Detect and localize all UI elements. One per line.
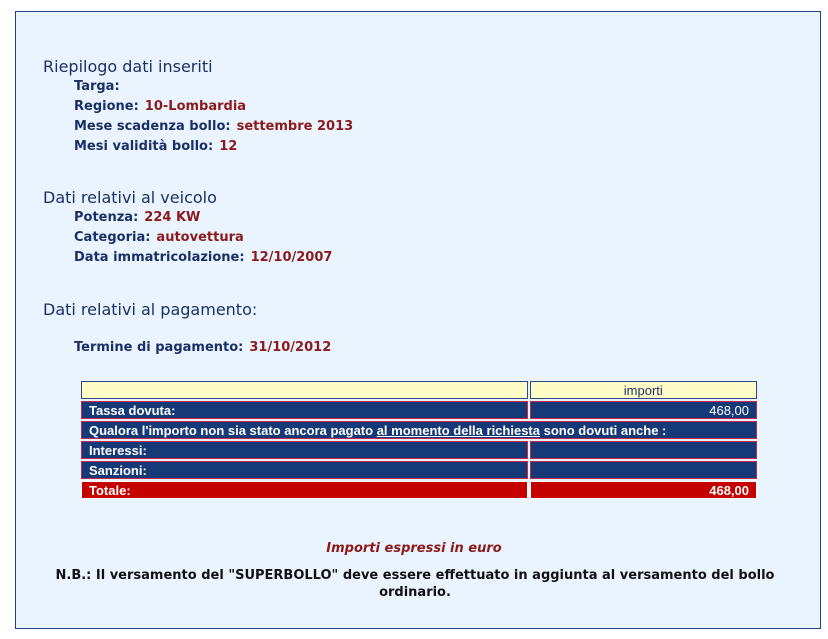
header-importi: importi: [529, 381, 757, 399]
qualora-text-pre: Qualora l'importo non sia stato ancora p…: [89, 422, 377, 438]
riepilogo-title: Riepilogo dati inseriti: [43, 57, 213, 76]
categoria-label: Categoria:: [74, 230, 151, 245]
interessi-label: Interessi:: [81, 441, 528, 459]
mese-scadenza-row: Mese scadenza bollo: settembre 2013: [74, 119, 353, 134]
potenza-label: Potenza:: [74, 210, 139, 225]
tassa-label: Tassa dovuta:: [81, 401, 528, 419]
regione-label: Regione:: [74, 99, 139, 114]
importi-table: importi Tassa dovuta: 468,00 Qualora l'i…: [79, 379, 759, 501]
data-immatricolazione-value: 12/10/2007: [250, 250, 333, 265]
potenza-row: Potenza: 224 KW: [74, 210, 200, 225]
termine-value: 31/10/2012: [249, 340, 332, 355]
tassa-row: Tassa dovuta: 468,00: [81, 401, 757, 419]
momento-richiesta-link[interactable]: al momento della richiesta: [376, 422, 540, 438]
termine-label: Termine di pagamento:: [74, 340, 244, 355]
mesi-validita-row: Mesi validità bollo: 12: [74, 139, 237, 154]
mese-scadenza-value: settembre 2013: [236, 119, 354, 134]
potenza-value: 224 KW: [144, 210, 201, 225]
regione-value: 10-Lombardia: [144, 99, 247, 114]
interessi-row: Interessi:: [81, 441, 757, 459]
totale-value: 468,00: [529, 481, 757, 499]
sanzioni-label: Sanzioni:: [81, 461, 528, 479]
summary-panel: Riepilogo dati inseriti Targa: Regione: 1…: [15, 11, 821, 629]
qualora-row: Qualora l'importo non sia stato ancora p…: [81, 421, 757, 439]
categoria-row: Categoria: autovettura: [74, 230, 244, 245]
qualora-cell: Qualora l'importo non sia stato ancora p…: [81, 421, 757, 439]
sanzioni-row: Sanzioni:: [81, 461, 757, 479]
mesi-validita-value: 12: [219, 139, 238, 154]
categoria-value: autovettura: [156, 230, 244, 245]
data-immatricolazione-row: Data immatricolazione: 12/10/2007: [74, 250, 332, 265]
mesi-validita-label: Mesi validità bollo:: [74, 139, 214, 154]
mese-scadenza-label: Mese scadenza bollo:: [74, 119, 231, 134]
data-immatricolazione-label: Data immatricolazione:: [74, 250, 245, 265]
tassa-value: 468,00: [529, 401, 757, 419]
interessi-value: [529, 441, 757, 459]
table-header-row: importi: [81, 381, 757, 399]
veicolo-title: Dati relativi al veicolo: [43, 188, 217, 207]
header-empty-cell: [81, 381, 528, 399]
superbollo-note: N.B.: Il versamento del "SUPERBOLLO" dev…: [55, 568, 775, 600]
euro-note: Importi espressi in euro: [326, 541, 502, 556]
sanzioni-value: [529, 461, 757, 479]
pagamento-title: Dati relativi al pagamento:: [43, 300, 258, 319]
regione-row: Regione: 10-Lombardia: [74, 99, 246, 114]
targa-row: Targa:: [74, 79, 126, 94]
targa-label: Targa:: [74, 79, 120, 94]
termine-row: Termine di pagamento: 31/10/2012: [74, 340, 331, 355]
qualora-text-post: sono dovuti anche :: [539, 422, 667, 438]
totale-label: Totale:: [81, 481, 528, 499]
totale-row: Totale: 468,00: [81, 481, 757, 499]
